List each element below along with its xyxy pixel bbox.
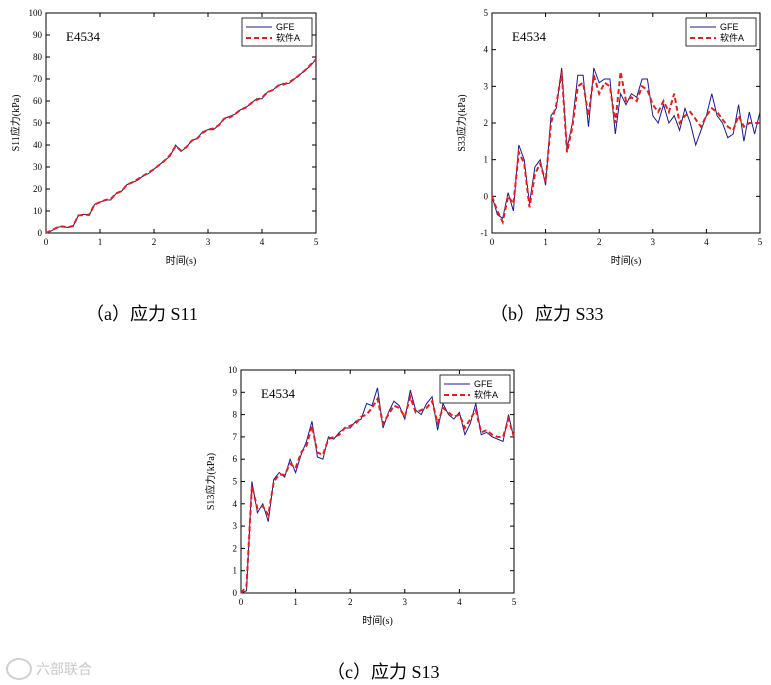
series-line-software-a bbox=[240, 393, 515, 594]
watermark-logo-icon bbox=[6, 658, 32, 680]
panel-tag: E4534 bbox=[512, 29, 546, 44]
x-axis-title: 时间(s) bbox=[362, 614, 393, 627]
y-tick-label: 80 bbox=[33, 52, 43, 62]
x-tick-label: 2 bbox=[597, 237, 602, 247]
x-tick-label: 1 bbox=[293, 597, 298, 607]
y-tick-label: 2 bbox=[233, 543, 238, 553]
y-tick-label: 5 bbox=[233, 477, 238, 487]
y-tick-label: 10 bbox=[33, 206, 43, 216]
y-tick-label: 4 bbox=[484, 45, 489, 55]
y-tick-label: 60 bbox=[33, 96, 43, 106]
x-tick-label: 5 bbox=[512, 597, 517, 607]
x-axis-title: 时间(s) bbox=[611, 254, 642, 267]
y-axis-title: S33应力(kPa) bbox=[455, 94, 468, 151]
x-tick-label: 2 bbox=[152, 237, 157, 247]
y-tick-label: 5 bbox=[484, 8, 489, 18]
legend-box bbox=[439, 374, 511, 404]
x-tick-label: 3 bbox=[651, 237, 656, 247]
x-tick-label: 0 bbox=[44, 237, 49, 247]
y-tick-label: 2 bbox=[484, 118, 489, 128]
plot-s11: 0 1 2 3 4 50102030405060708090100时间(s)S11应力(k… bbox=[9, 8, 319, 267]
y-tick-label: 30 bbox=[33, 162, 43, 172]
x-tick-label: 4 bbox=[457, 597, 462, 607]
legend-box bbox=[241, 17, 313, 47]
y-tick-label: 7 bbox=[233, 432, 238, 442]
y-tick-label: 1 bbox=[233, 566, 238, 576]
y-tick-label: 90 bbox=[33, 30, 43, 40]
legend-label: GFE bbox=[474, 379, 493, 389]
y-tick-label: 8 bbox=[233, 410, 238, 420]
x-tick-label: 4 bbox=[260, 237, 265, 247]
y-tick-label: -1 bbox=[481, 228, 489, 238]
x-axis-title: 时间(s) bbox=[166, 254, 197, 267]
y-tick-label: 0 bbox=[38, 228, 43, 238]
series-line-gfe bbox=[491, 67, 761, 220]
x-tick-label: 3 bbox=[403, 597, 408, 607]
x-tick-label: 2 bbox=[348, 597, 353, 607]
y-tick-label: 20 bbox=[33, 184, 43, 194]
watermark-text: 六部联合 bbox=[36, 662, 92, 678]
y-tick-label: 3 bbox=[484, 81, 489, 91]
y-tick-label: 4 bbox=[233, 499, 238, 509]
series-line-software-a bbox=[491, 71, 760, 226]
panel-tag: E4534 bbox=[66, 29, 100, 44]
x-tick-label: 5 bbox=[758, 237, 763, 247]
legend-label: GFE bbox=[276, 22, 295, 32]
y-tick-label: 100 bbox=[29, 8, 43, 18]
x-tick-label: 4 bbox=[704, 237, 709, 247]
y-tick-label: 9 bbox=[233, 387, 238, 397]
y-axis-title: S11应力(kPa) bbox=[9, 95, 22, 152]
legend-box bbox=[685, 17, 757, 47]
y-tick-label: 10 bbox=[228, 365, 238, 375]
legend-label: 软件A bbox=[720, 32, 744, 43]
plot-s13: 0 1 2 3 4 5 0 1 2 3 4 5 6 7 8 9 10 时间(s) S13应力(kPa) E4534 GF… bbox=[204, 365, 517, 627]
x-tick-label: 1 bbox=[98, 237, 103, 247]
caption-b: （b）应力 S33 bbox=[490, 304, 604, 324]
y-axis-title: S13应力(kPa) bbox=[204, 453, 217, 510]
y-tick-label: 40 bbox=[33, 140, 43, 150]
x-tick-label: 3 bbox=[206, 237, 211, 247]
x-tick-label: 0 bbox=[239, 597, 244, 607]
y-tick-label: 0 bbox=[484, 191, 489, 201]
x-tick-label: 5 bbox=[314, 237, 319, 247]
caption-a: （a）应力 S11 bbox=[86, 304, 198, 324]
y-tick-label: 6 bbox=[233, 454, 238, 464]
plot-frame bbox=[240, 369, 515, 594]
series-line-gfe bbox=[45, 58, 317, 234]
y-tick-label: 70 bbox=[33, 74, 43, 84]
caption-c: （c）应力 S13 bbox=[327, 662, 440, 682]
panel-tag: E4534 bbox=[261, 386, 295, 401]
y-tick-label: 1 bbox=[484, 155, 489, 165]
legend-label: 软件A bbox=[474, 389, 498, 400]
watermark: 六部联合 bbox=[6, 658, 92, 680]
y-tick-label: 50 bbox=[33, 118, 43, 128]
series-line-software-a bbox=[45, 58, 317, 234]
x-tick-label: 0 bbox=[490, 237, 495, 247]
y-tick-label: 0 bbox=[233, 588, 238, 598]
legend-label: GFE bbox=[720, 22, 739, 32]
x-tick-label: 1 bbox=[543, 237, 548, 247]
y-tick-label: 3 bbox=[233, 521, 238, 531]
series-line-gfe bbox=[240, 387, 515, 594]
legend-label: 软件A bbox=[276, 32, 300, 43]
